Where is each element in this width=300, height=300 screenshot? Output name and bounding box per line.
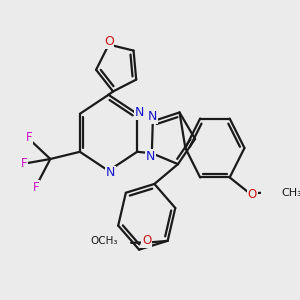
Text: O: O — [104, 35, 114, 48]
Text: N: N — [146, 150, 155, 163]
Text: F: F — [26, 130, 33, 143]
Text: N: N — [148, 110, 158, 123]
Text: O: O — [142, 234, 152, 247]
Text: N: N — [106, 166, 116, 179]
Text: CH₃: CH₃ — [281, 188, 300, 198]
Text: N: N — [134, 106, 144, 119]
Text: F: F — [21, 157, 28, 169]
Text: F: F — [33, 181, 40, 194]
Text: O: O — [248, 188, 257, 201]
Text: OCH₃: OCH₃ — [90, 236, 118, 246]
